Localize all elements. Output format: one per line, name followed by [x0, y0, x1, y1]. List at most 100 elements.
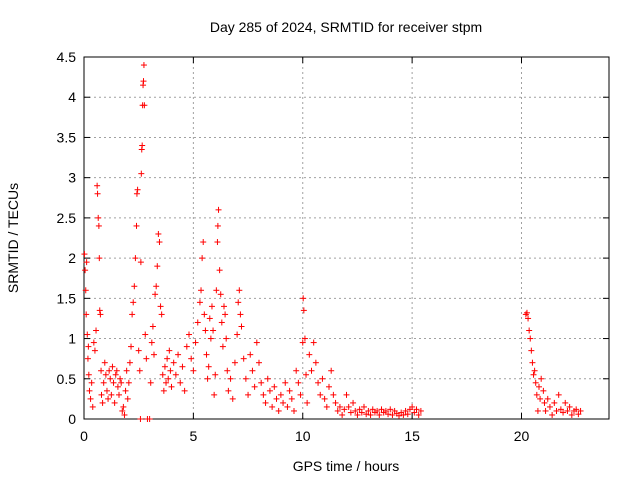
y-tick-label: 1.5: [57, 290, 77, 306]
data-point: [158, 311, 165, 318]
data-point: [537, 395, 544, 402]
data-point: [134, 186, 141, 193]
data-point: [194, 319, 201, 326]
data-point: [168, 383, 175, 390]
data-point: [96, 307, 103, 314]
data-point: [135, 347, 142, 354]
data-point: [133, 190, 140, 197]
data-point: [532, 379, 539, 386]
data-point: [533, 391, 540, 398]
y-axis-label: SRMTID / TECUs: [5, 183, 21, 293]
x-tick-label: 10: [295, 428, 311, 444]
y-tick-label: 3.5: [57, 129, 77, 145]
data-point: [389, 411, 396, 418]
data-point: [224, 367, 231, 374]
data-point: [112, 371, 119, 378]
data-point: [334, 407, 341, 414]
data-point: [204, 375, 211, 382]
data-point: [345, 403, 352, 410]
data-point: [573, 406, 580, 413]
data-point: [123, 367, 130, 374]
chart-title: Day 285 of 2024, SRMTID for receiver stp…: [210, 19, 482, 35]
data-point: [216, 267, 223, 274]
data-point: [192, 339, 199, 346]
data-point: [286, 387, 293, 394]
data-point: [328, 367, 335, 374]
data-point: [136, 367, 143, 374]
data-point: [130, 299, 137, 306]
data-point: [106, 367, 113, 374]
data-point: [310, 339, 317, 346]
data-point: [258, 379, 265, 386]
data-point: [237, 311, 244, 318]
data-point: [179, 363, 186, 370]
data-point: [94, 182, 101, 189]
data-point: [83, 259, 90, 266]
data-point: [291, 407, 297, 414]
data-point: [404, 411, 411, 418]
data-point: [113, 367, 120, 374]
data-point: [387, 406, 394, 413]
data-point: [214, 239, 221, 246]
y-tick-label: 3: [68, 170, 76, 186]
data-point: [161, 363, 168, 370]
data-point: [137, 259, 144, 266]
data-point: [356, 406, 363, 413]
data-point: [166, 347, 173, 354]
data-point: [553, 407, 560, 414]
data-point: [409, 403, 416, 410]
data-point: [97, 311, 104, 318]
data-point: [196, 299, 203, 306]
data-point: [295, 379, 302, 386]
data-point: [284, 403, 291, 410]
data-point: [253, 339, 260, 346]
data-point: [98, 391, 105, 398]
data-point: [183, 343, 190, 350]
data-point: [341, 406, 348, 413]
data-point: [181, 387, 188, 394]
data-point: [210, 327, 217, 334]
data-point: [551, 399, 558, 406]
data-point: [203, 351, 210, 358]
data-point: [288, 395, 295, 402]
data-point: [245, 391, 252, 398]
data-point: [531, 367, 538, 374]
x-tick-label: 5: [189, 428, 197, 444]
data-point: [321, 395, 328, 402]
data-point: [200, 239, 207, 246]
data-point: [336, 403, 343, 410]
data-point: [234, 331, 241, 338]
data-point: [82, 267, 89, 274]
data-point: [211, 391, 218, 398]
data-point: [223, 335, 230, 342]
data-point: [165, 375, 172, 382]
data-point: [186, 331, 192, 338]
data-point: [273, 395, 280, 402]
data-point: [205, 363, 212, 370]
data-point: [534, 407, 541, 414]
data-point: [101, 359, 108, 366]
grid-layer: [84, 57, 609, 419]
data-point: [402, 407, 409, 414]
data-point: [88, 379, 95, 386]
data-point: [155, 230, 162, 237]
data-point: [141, 102, 148, 109]
data-point: [159, 371, 166, 378]
data-point: [86, 387, 93, 394]
data-point: [312, 359, 319, 366]
data-point: [154, 263, 161, 270]
data-point: [269, 403, 276, 410]
data-point: [540, 387, 547, 394]
data-point: [358, 409, 365, 416]
x-tick-label: 20: [514, 428, 530, 444]
data-point: [213, 287, 220, 294]
data-point: [262, 399, 269, 406]
data-point: [293, 367, 300, 374]
data-point: [93, 327, 100, 334]
data-point: [167, 367, 174, 374]
data-point: [376, 411, 383, 418]
data-point: [156, 239, 163, 246]
data-point: [280, 399, 287, 406]
data-point: [363, 411, 370, 418]
